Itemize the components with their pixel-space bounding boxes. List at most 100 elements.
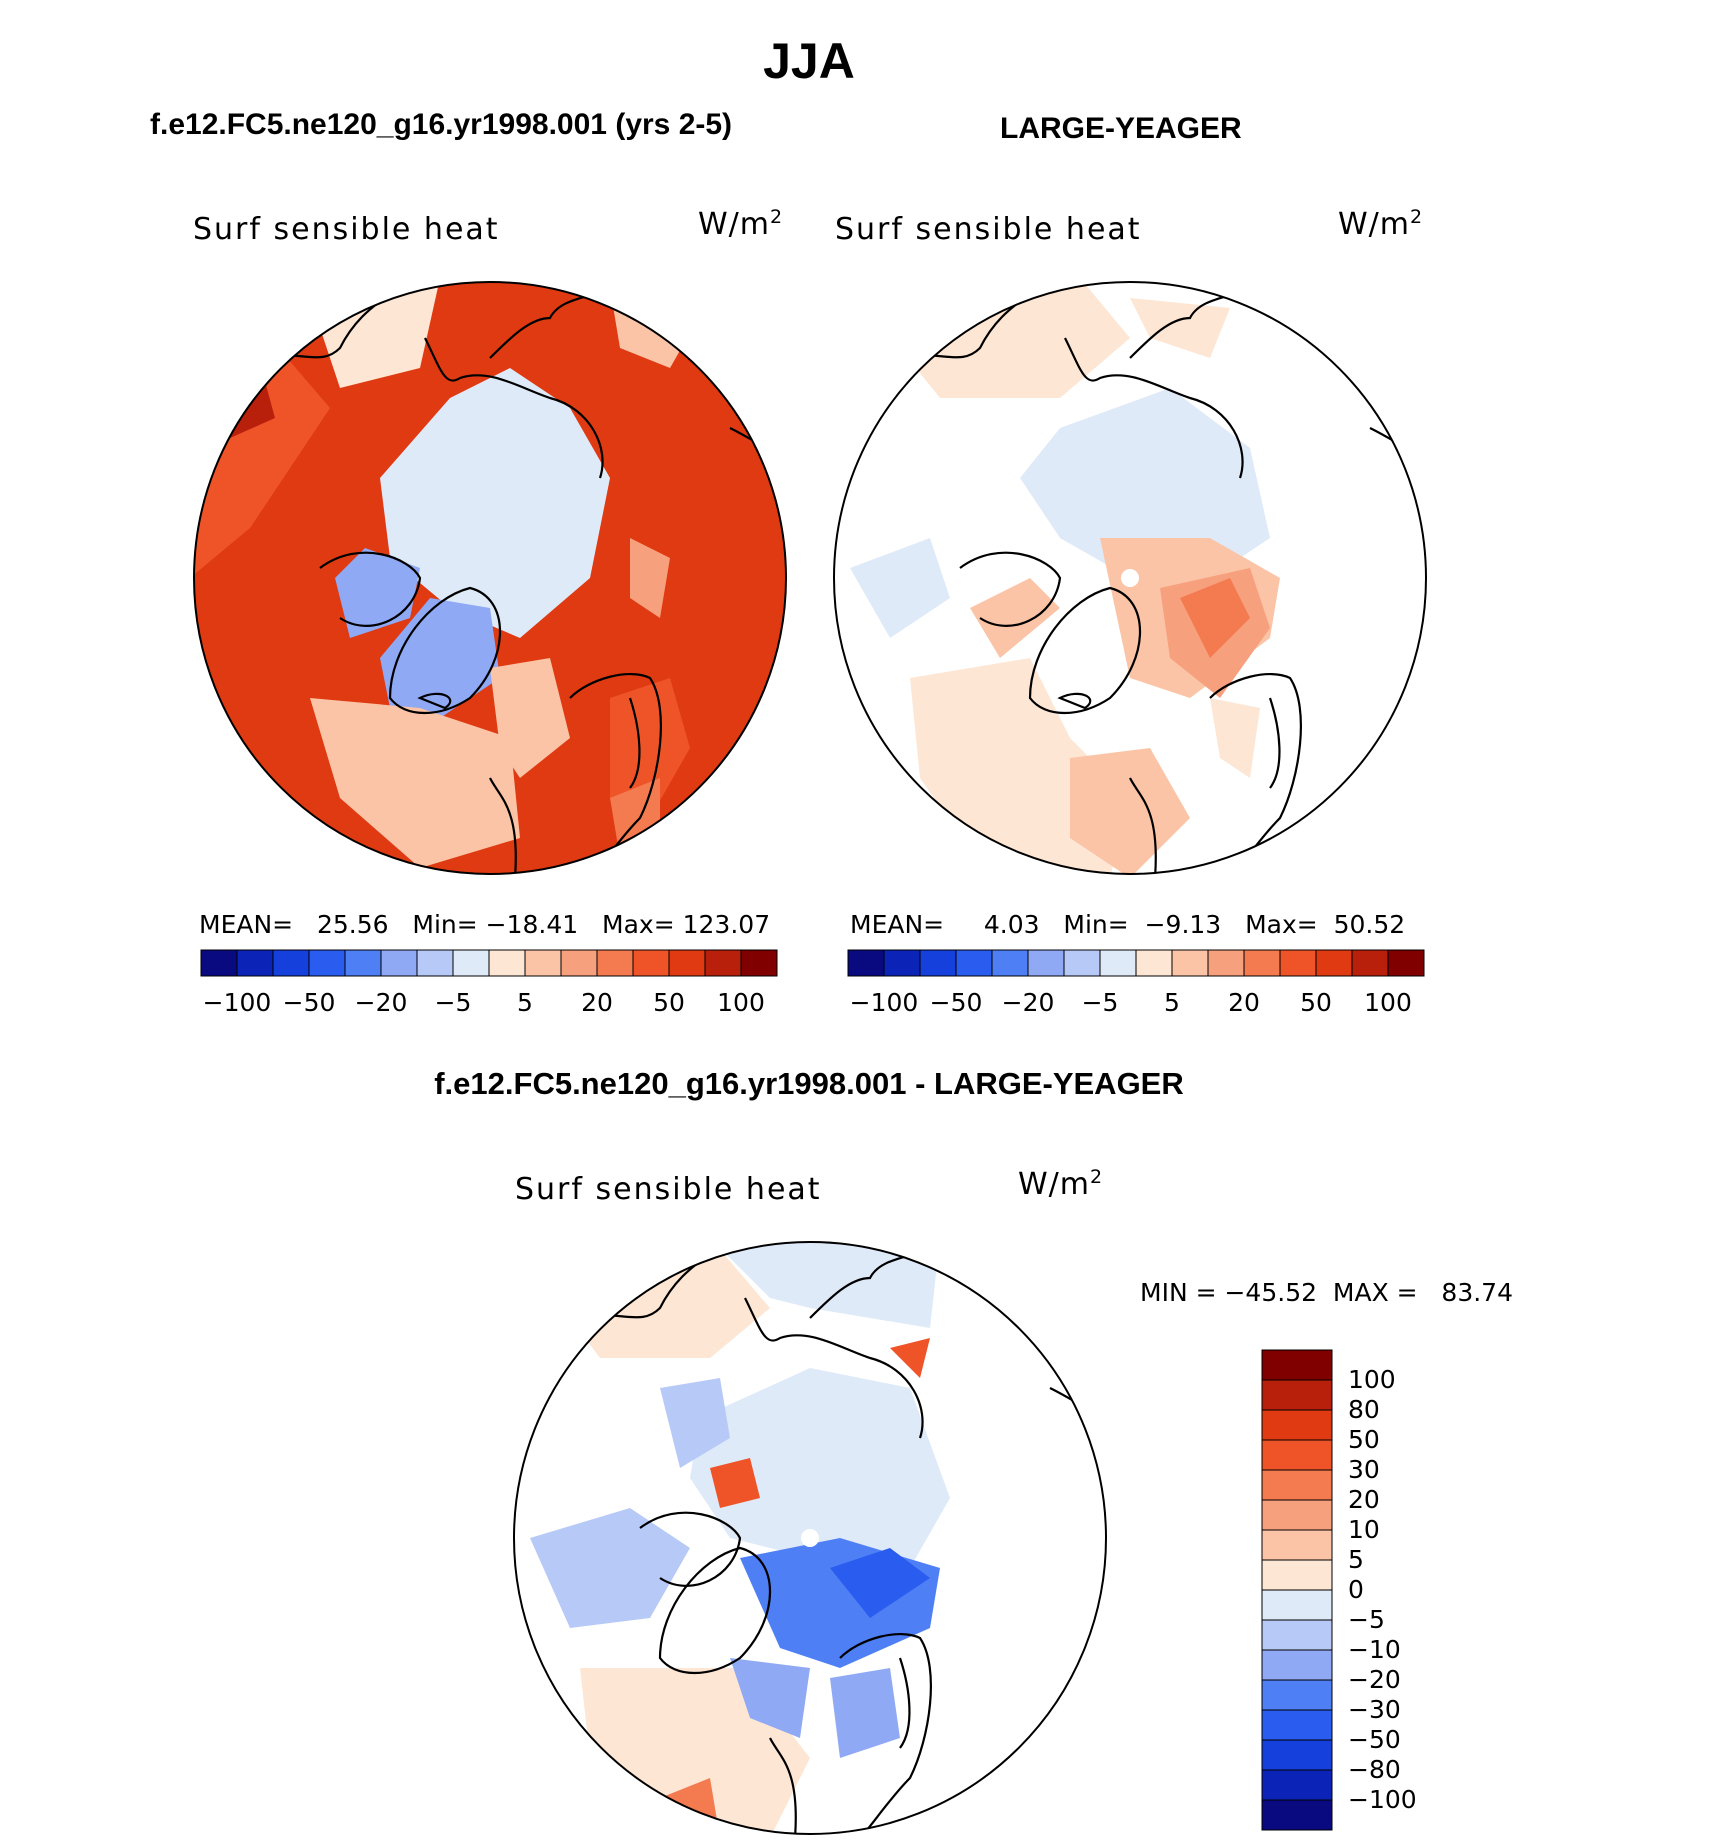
colorbar-diff-swatch: [1261, 1679, 1333, 1711]
colorbar-right-swatch: [1207, 949, 1245, 977]
colorbar-left-swatch: [380, 949, 418, 977]
colorbar-diff-swatch: [1261, 1589, 1333, 1621]
colorbar-diff-tick-label: −30: [1348, 1695, 1401, 1724]
colorbar-diff-swatch: [1261, 1769, 1333, 1801]
colorbar-diff-tick-label: 100: [1348, 1365, 1396, 1394]
colorbar-right-swatch: [991, 949, 1029, 977]
pole-hole: [1121, 569, 1139, 587]
diff-units-label: W/m2: [1018, 1166, 1103, 1202]
map-diff: [513, 1241, 1107, 1835]
right-stats: MEAN= 4.03 Min= −9.13 Max= 50.52: [850, 910, 1405, 939]
right-panel-title: LARGE-YEAGER: [1000, 112, 1242, 145]
colorbar-left-tick-label: −100: [202, 988, 272, 1017]
min-label: Min=: [1063, 910, 1129, 939]
right-units-label: W/m2: [1338, 206, 1423, 242]
left-panel-title: f.e12.FC5.ne120_g16.yr1998.001 (yrs 2-5): [150, 108, 733, 141]
colorbar-diff-swatch: [1261, 1469, 1333, 1501]
colorbar-left-swatch: [344, 949, 382, 977]
colorbar-diff-swatch: [1261, 1799, 1333, 1831]
min-value: −9.13: [1144, 910, 1222, 939]
colorbar-diff-tick-label: 0: [1348, 1575, 1364, 1604]
pole-hole: [801, 1529, 819, 1547]
colorbar-right-swatch: [1135, 949, 1173, 977]
colorbar-left-swatch: [488, 949, 526, 977]
map-left: [193, 281, 787, 875]
colorbar-right-swatch: [1387, 949, 1425, 977]
diff-stats: MIN = −45.52 MAX = 83.74: [1140, 1278, 1513, 1307]
colorbar-diff-tick-label: −10: [1348, 1635, 1401, 1664]
colorbar-diff-swatch: [1261, 1619, 1333, 1651]
main-title: JJA: [763, 33, 855, 89]
colorbar-right-swatch: [883, 949, 921, 977]
colorbar-left-swatch: [596, 949, 634, 977]
colorbar-left-tick-label: 5: [517, 988, 533, 1017]
min-label: Min=: [412, 910, 478, 939]
colorbar-right-swatch: [919, 949, 957, 977]
colorbar-diff-tick-label: −80: [1348, 1755, 1401, 1784]
colorbar-left-tick-label: 50: [653, 988, 685, 1017]
colorbar-left-labels: −100 −50 −20 −5 5 20 50 100: [201, 988, 777, 1020]
map-left-field: [194, 282, 786, 874]
mean-label: MEAN=: [850, 910, 945, 939]
colorbar-right-swatch: [1099, 949, 1137, 977]
colorbar-diff-swatch: [1261, 1409, 1333, 1441]
colorbar-left-tick-label: −50: [282, 988, 336, 1017]
colorbar-diff-swatch: [1261, 1709, 1333, 1741]
max-value: 50.52: [1333, 910, 1406, 939]
colorbar-right-tick-label: 50: [1300, 988, 1332, 1017]
colorbar-diff-tick-label: −50: [1348, 1725, 1401, 1754]
colorbar-diff-tick-label: −5: [1348, 1605, 1385, 1634]
mean-label: MEAN=: [199, 910, 294, 939]
diff-panel-title: f.e12.FC5.ne120_g16.yr1998.001 - LARGE-Y…: [434, 1066, 1184, 1101]
colorbar-right-swatch: [1315, 949, 1353, 977]
max-label: Max=: [602, 910, 675, 939]
min-value: −18.41: [485, 910, 579, 939]
right-variable-label: Surf sensible heat: [835, 212, 1142, 247]
colorbar-diff-swatch: [1261, 1499, 1333, 1531]
map-right: [833, 281, 1427, 875]
colorbar-diff-tick-label: 10: [1348, 1515, 1380, 1544]
colorbar-right-tick-label: −100: [849, 988, 919, 1017]
colorbar-left: [200, 949, 778, 977]
map-right-field: [834, 282, 1426, 874]
colorbar-diff-swatch: [1261, 1529, 1333, 1561]
colorbar-diff-tick-label: −100: [1348, 1785, 1417, 1814]
colorbar-diff-swatch: [1261, 1739, 1333, 1771]
colorbar-right-swatch: [1279, 949, 1317, 977]
colorbar-diff: [1261, 1349, 1333, 1831]
colorbar-left-swatch: [560, 949, 598, 977]
colorbar-right-swatch: [1063, 949, 1101, 977]
colorbar-right-swatch: [1027, 949, 1065, 977]
colorbar-diff-tick-label: 80: [1348, 1395, 1380, 1424]
colorbar-left-swatch: [236, 949, 274, 977]
max-label: Max=: [1245, 910, 1318, 939]
colorbar-left-tick-label: 100: [717, 988, 765, 1017]
colorbar-left-swatch: [308, 949, 346, 977]
colorbar-left-swatch: [524, 949, 562, 977]
colorbar-left-swatch: [452, 949, 490, 977]
units-base: W/m: [698, 207, 770, 242]
colorbar-diff-swatch: [1261, 1349, 1333, 1381]
colorbar-right-tick-label: 100: [1364, 988, 1412, 1017]
colorbar-diff-swatch: [1261, 1379, 1333, 1411]
map-diff-boundary: [513, 1241, 1107, 1835]
units-base: W/m: [1338, 207, 1410, 242]
colorbar-left-tick-label: −5: [434, 988, 472, 1017]
colorbar-left-swatch: [416, 949, 454, 977]
colorbar-diff-tick-label: 5: [1348, 1545, 1364, 1574]
colorbar-diff-tick-label: 50: [1348, 1425, 1380, 1454]
colorbar-left-swatch: [668, 949, 706, 977]
colorbar-diff-tick-label: −20: [1348, 1665, 1401, 1694]
colorbar-right-swatch: [1351, 949, 1389, 977]
colorbar-left-tick-label: 20: [581, 988, 613, 1017]
colorbar-right: [847, 949, 1425, 977]
units-exponent: 2: [770, 206, 784, 228]
colorbar-diff-labels: 100 80 50 30 20 10 5 0 −5 −10 −20 −30 −50 −80 −100: [1348, 1350, 1468, 1830]
colorbar-right-tick-label: −5: [1081, 988, 1119, 1017]
max-value: 123.07: [682, 910, 771, 939]
left-variable-label: Surf sensible heat: [193, 212, 500, 247]
colorbar-diff-tick-label: 30: [1348, 1455, 1380, 1484]
colorbar-left-swatch: [632, 949, 670, 977]
mean-value: 25.56: [316, 910, 389, 939]
map-right-boundary: [833, 281, 1427, 875]
